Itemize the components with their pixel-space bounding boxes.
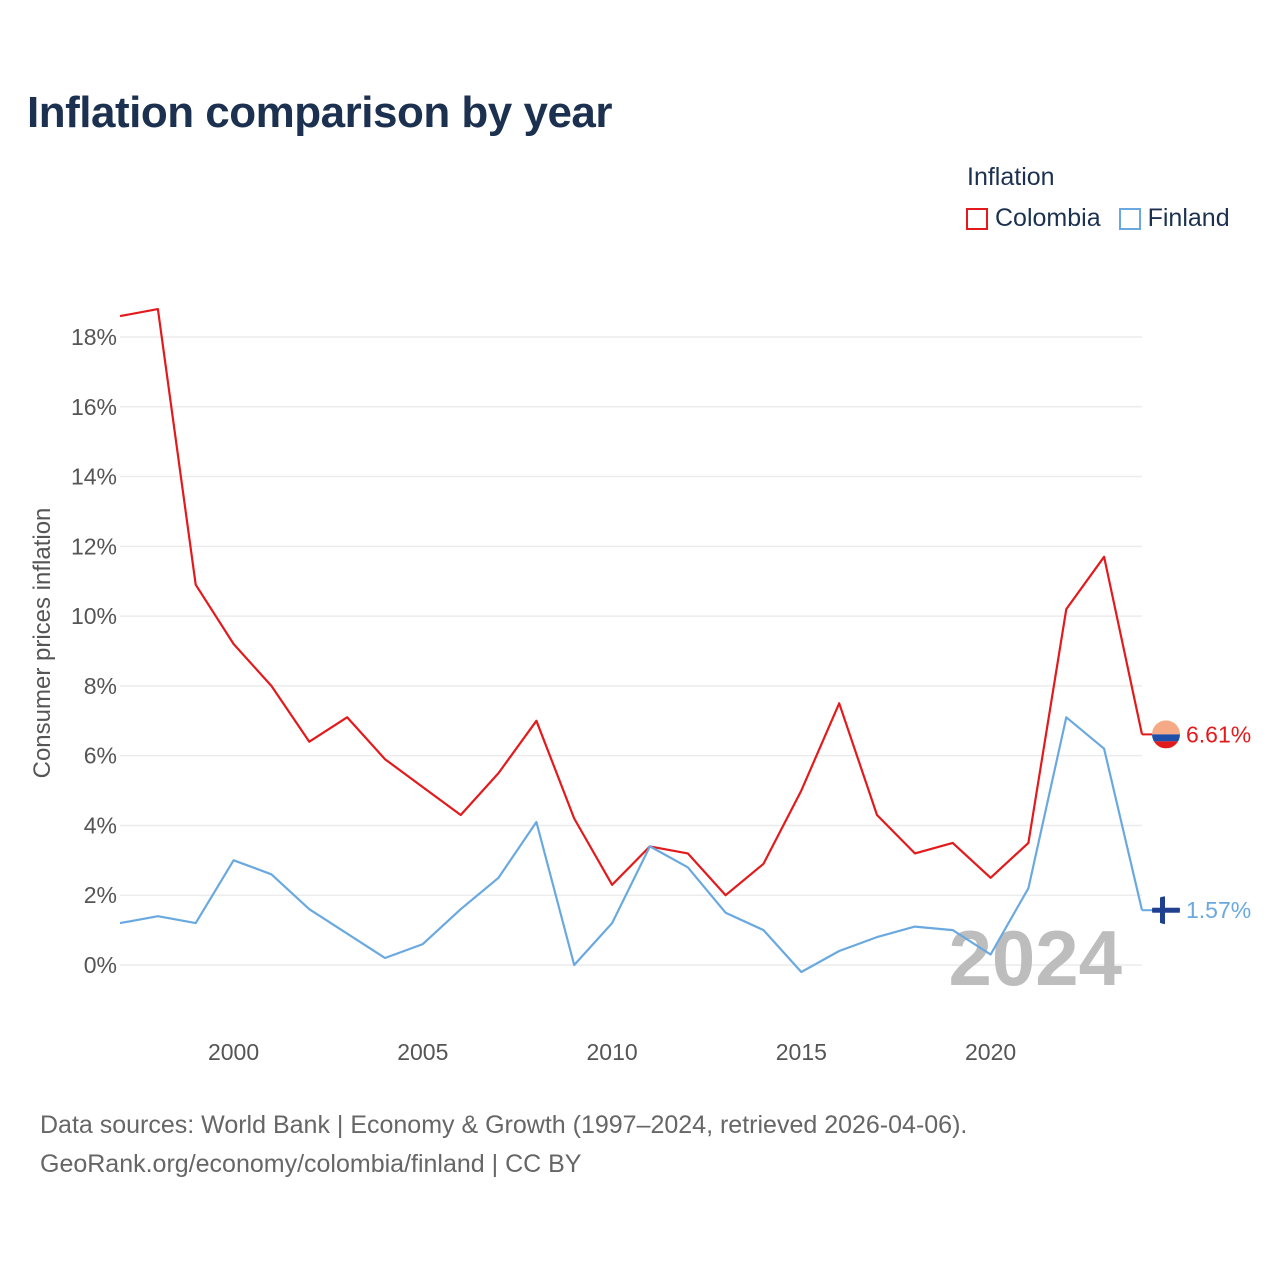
legend: Colombia Finland — [966, 204, 1248, 233]
legend-label-colombia: Colombia — [995, 204, 1101, 232]
legend-item-colombia[interactable]: Colombia — [966, 204, 1101, 233]
x-tick-label: 2020 — [965, 1039, 1016, 1065]
source-line-2[interactable]: GeoRank.org/economy/colombia/finland | C… — [40, 1150, 582, 1178]
x-tick-label: 2010 — [586, 1039, 637, 1065]
y-tick-label: 16% — [71, 394, 117, 420]
x-tick-label: 2015 — [776, 1039, 827, 1065]
series-lines — [119, 308, 1144, 974]
series-line-colombia[interactable] — [119, 308, 1144, 897]
legend-label-finland: Finland — [1147, 204, 1230, 232]
source-note: Data sources: World Bank | Economy & Gro… — [40, 1106, 967, 1184]
colombia-flag-icon — [1152, 720, 1180, 749]
y-tick-label: 10% — [71, 603, 117, 629]
y-tick-label: 6% — [84, 743, 117, 769]
chart-title: Inflation comparison by year — [27, 88, 613, 137]
legend-title: Inflation — [967, 163, 1055, 191]
source-line-1: Data sources: World Bank | Economy & Gro… — [40, 1111, 968, 1139]
legend-swatch-colombia — [966, 207, 988, 230]
x-axis-ticks: 2000 2005 2010 2015 2020 — [208, 1039, 1016, 1065]
legend-item-finland[interactable]: Finland — [1118, 204, 1230, 233]
series-line-finland[interactable] — [119, 716, 1144, 974]
finland-flag-icon — [1152, 896, 1180, 925]
y-tick-label: 8% — [84, 673, 117, 699]
y-axis-label: Consumer prices inflation — [29, 508, 56, 779]
y-tick-label: 14% — [71, 464, 117, 490]
y-tick-label: 2% — [84, 882, 117, 908]
year-watermark: 2024 — [948, 914, 1122, 1002]
end-value-label-finland: 1.57% — [1186, 897, 1251, 923]
end-value-label-colombia: 6.61% — [1186, 721, 1251, 747]
legend-swatch-finland — [1118, 207, 1141, 230]
y-tick-label: 4% — [84, 812, 117, 838]
end-markers: 6.61% 1.57% — [1142, 720, 1251, 925]
y-tick-label: 0% — [84, 952, 117, 978]
x-tick-label: 2000 — [208, 1039, 259, 1065]
y-tick-label: 12% — [71, 533, 117, 559]
y-tick-label: 18% — [71, 324, 117, 350]
grid-lines — [120, 336, 1142, 966]
x-tick-label: 2005 — [397, 1039, 448, 1065]
y-axis-ticks: 0% 2% 4% 6% 8% 10% 12% 14% 16% 18% — [71, 324, 117, 978]
